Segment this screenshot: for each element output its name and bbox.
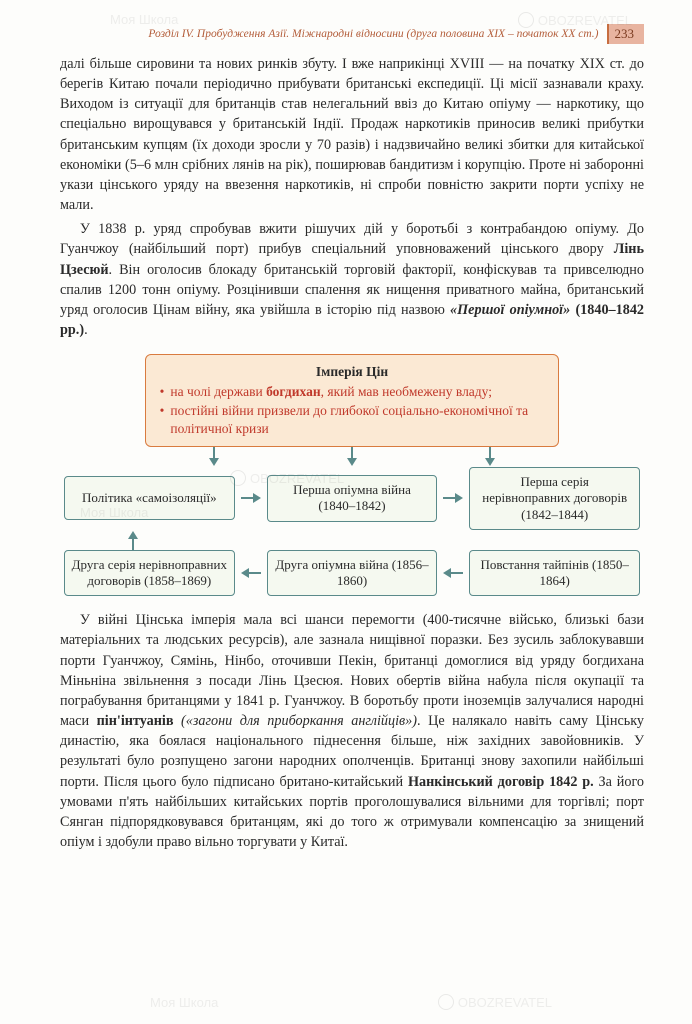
diagram-qin-empire: Імперія Цін • на чолі держави богдихан, …: [60, 354, 644, 596]
diagram-title: Імперія Цін: [160, 363, 545, 381]
box-first-treaties: Перша серія нерівноправних договорів (18…: [469, 467, 640, 530]
p3-treaty: Нанкінський договір 1842 р.: [408, 774, 594, 790]
diagram-row-2: Друга серія нерівноправних договорів (18…: [64, 550, 640, 597]
chapter-title: Розділ IV. Пробудження Азії. Міжнародні …: [60, 28, 607, 40]
diagram-top-box: Імперія Цін • на чолі держави богдихан, …: [145, 354, 560, 447]
p2-text-a: У 1838 р. уряд спробував вжити рішучих д…: [60, 221, 644, 257]
diagram-bullet-1: • на чолі держави богдихан, який мав нео…: [160, 383, 545, 401]
arrow-left-icon: [241, 566, 261, 580]
paragraph-2: У 1838 р. уряд спробував вжити рішучих д…: [60, 219, 644, 340]
p3-text-a: У війні Цінська імперія мала всі шанси п…: [60, 612, 644, 729]
box-first-opium-war: Перша опіумна війна (1840–1842): [267, 475, 438, 522]
arrows-down: [145, 449, 560, 467]
paragraph-1: далі більше сировини та нових ринків збу…: [60, 54, 644, 215]
p3-paren: («загони для приборкання англійців»): [174, 713, 417, 729]
box-taiping: Повстання тайпінів (1850–1864): [469, 550, 640, 597]
diagram-row-1: Політика «самоізоляції» Перша опіумна ві…: [64, 467, 640, 530]
watermark: OBOZREVATEL: [438, 994, 552, 1010]
p3-term: пін'інтуанів: [97, 713, 174, 729]
paragraph-3: У війні Цінська імперія мала всі шанси п…: [60, 610, 644, 852]
p2-war-name: «Першої опіумної»: [450, 302, 570, 318]
page-number: 233: [607, 24, 645, 44]
page-header: Розділ IV. Пробудження Азії. Міжнародні …: [60, 24, 644, 44]
arrow-left-icon: [443, 566, 463, 580]
box-second-opium-war: Друга опіумна війна (1856–1860): [267, 550, 438, 597]
watermark: Моя Школа: [150, 995, 218, 1010]
box-second-treaties: Друга серія нерівноправних договорів (18…: [64, 550, 235, 597]
diagram-bullet-2: • постійні війни призвели до глибокої со…: [160, 402, 545, 438]
arrows-vertical: [64, 532, 640, 550]
arrow-right-icon: [443, 491, 463, 505]
arrow-right-icon: [241, 491, 261, 505]
box-isolation: Політика «самоізоляції»: [64, 476, 235, 520]
